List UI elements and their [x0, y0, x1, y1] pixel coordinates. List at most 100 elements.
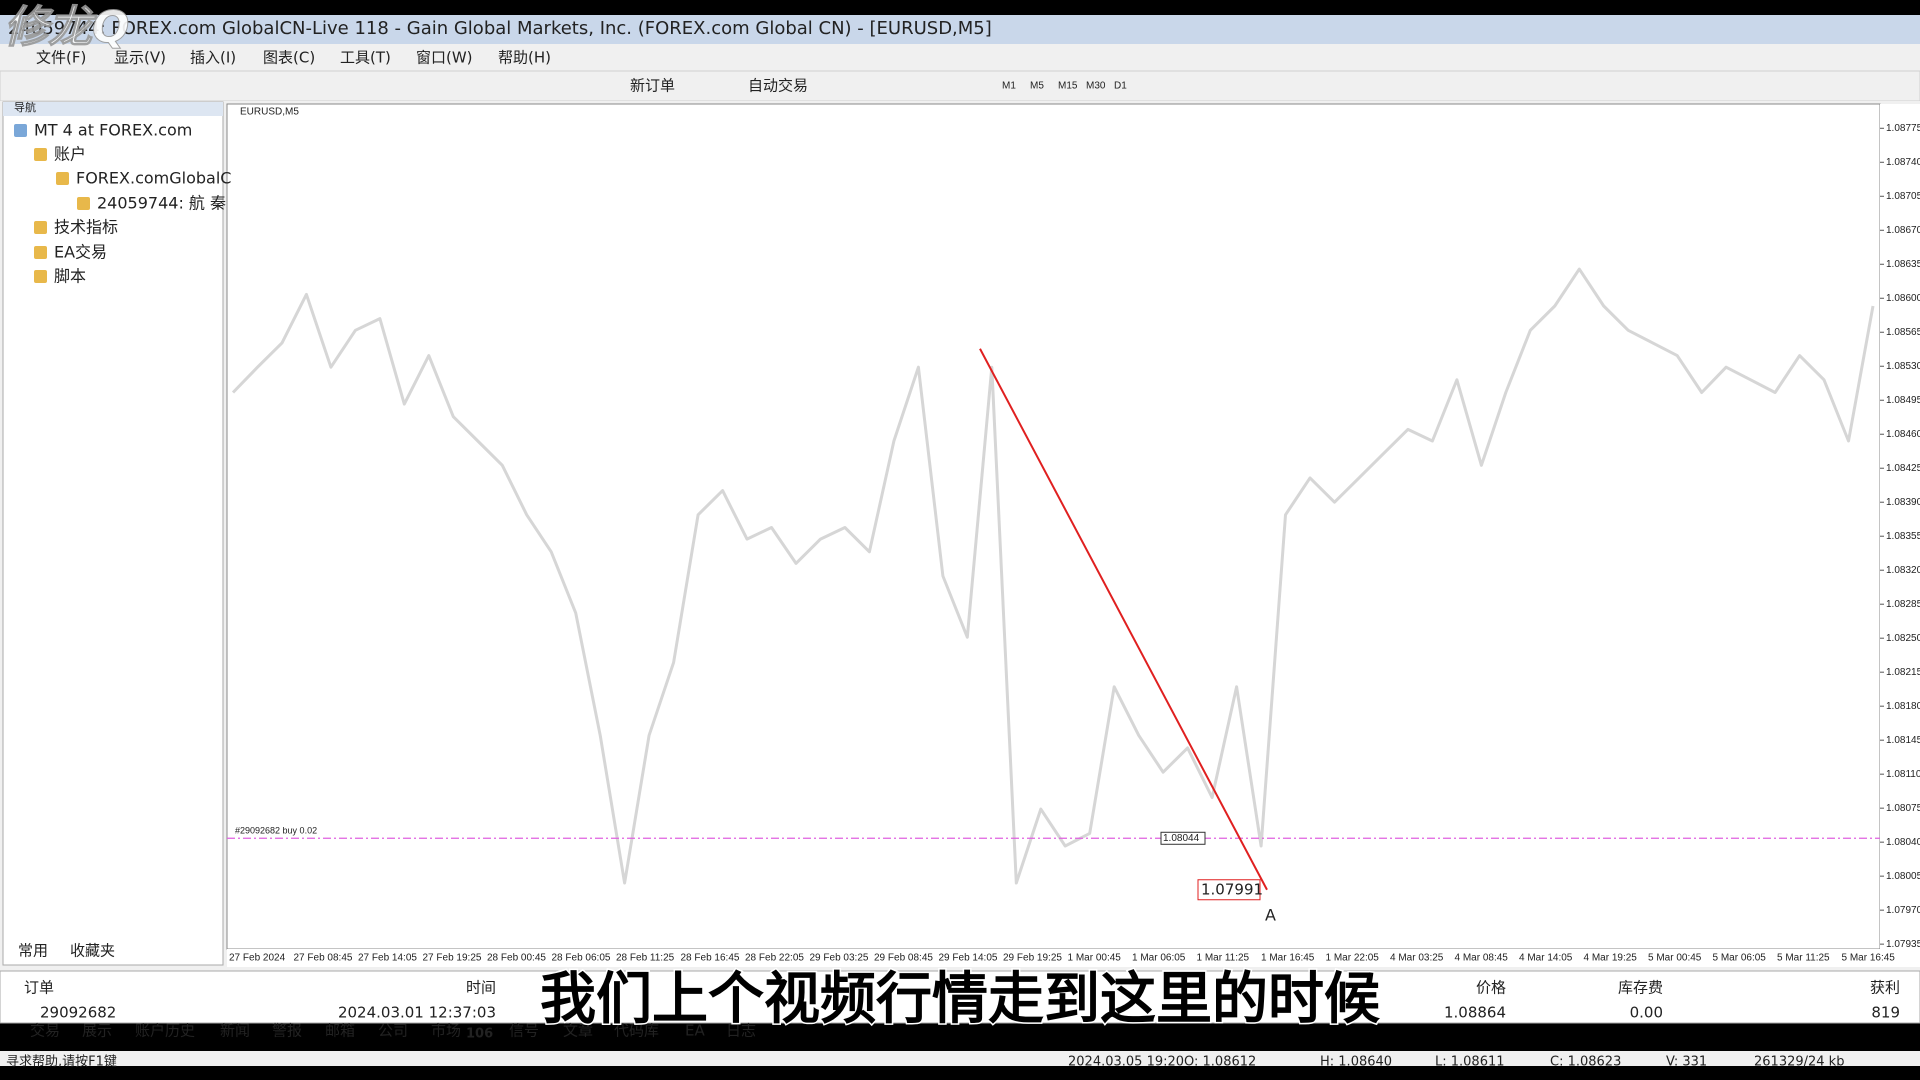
x-tick-label: 28 Feb 22:05 — [745, 953, 804, 964]
x-tick-label: 28 Feb 00:45 — [487, 953, 546, 964]
watermark: 修龙Q — [4, 2, 129, 53]
status-bar — [0, 1051, 1920, 1066]
menu-bar — [0, 44, 1920, 71]
order-price-label: 1.08044 — [1163, 833, 1200, 844]
status-item: 261329/24 kb — [1754, 1055, 1844, 1070]
timeframe-button[interactable]: M15 — [1058, 81, 1078, 92]
x-tick-label: 1 Mar 16:45 — [1261, 953, 1315, 964]
y-tick-label: 1.07970 — [1886, 905, 1920, 916]
order-price-box — [1160, 831, 1206, 845]
tree-item[interactable]: MT 4 at FOREX.com — [34, 121, 192, 140]
menu-item[interactable]: 插入(I) — [190, 49, 236, 67]
tree-item[interactable]: 账户 — [54, 145, 86, 164]
subtitle: 我们上个视频行情走到这里的时候 — [540, 967, 1380, 1032]
y-tick-label: 1.08320 — [1886, 565, 1920, 576]
y-tick-label: 1.08390 — [1886, 497, 1920, 508]
terminal-tab[interactable]: 日志 — [726, 1022, 756, 1040]
terminal-tab[interactable]: 新闻 — [220, 1022, 250, 1040]
cell: 2024.03.01 12:37:03 — [338, 1004, 496, 1022]
trendline-price: 1.07991 — [1201, 880, 1263, 898]
x-tick-label: 28 Feb 11:25 — [616, 953, 675, 964]
tree-item[interactable]: 24059744: 航 秦 — [97, 194, 226, 213]
tree-item[interactable]: FOREX.comGlobalC — [76, 169, 231, 188]
time-axis — [227, 949, 1920, 967]
market-badge: 106 — [466, 1027, 493, 1042]
terminal-tab[interactable]: 账户历史 — [135, 1022, 195, 1040]
terminal-tab[interactable]: 交易 — [30, 1022, 60, 1040]
menu-item[interactable]: 显示(V) — [114, 49, 166, 67]
x-tick-label: 1 Mar 11:25 — [1197, 953, 1250, 964]
x-tick-label: 29 Feb 19:25 — [1003, 953, 1062, 964]
y-tick-label: 1.08005 — [1886, 871, 1920, 882]
terminal-tab[interactable]: 市场 — [431, 1022, 461, 1040]
column-header: 库存费 — [1618, 979, 1663, 997]
tree-item[interactable]: 脚本 — [54, 267, 86, 286]
x-tick-label: 27 Feb 19:25 — [423, 953, 482, 964]
menu-item[interactable]: 工具(T) — [340, 49, 391, 67]
terminal-tab[interactable]: EA — [685, 1022, 705, 1040]
y-tick-label: 1.08145 — [1886, 735, 1920, 746]
auto-trading-button[interactable]: 自动交易 — [748, 77, 808, 95]
x-tick-label: 28 Feb 06:05 — [552, 953, 611, 964]
x-tick-label: 4 Mar 03:25 — [1390, 953, 1444, 964]
terminal-tab[interactable]: 警报 — [272, 1022, 302, 1040]
y-tick-label: 1.08635 — [1886, 259, 1920, 270]
x-tick-label: 1 Mar 00:45 — [1068, 953, 1122, 964]
terminal-tab[interactable]: 邮箱 — [325, 1022, 355, 1040]
y-tick-label: 1.08215 — [1886, 667, 1920, 678]
y-tick-label: 1.08530 — [1886, 361, 1920, 372]
tree-icon — [56, 172, 69, 185]
menu-item[interactable]: 帮助(H) — [498, 49, 551, 67]
cell: 0.00 — [1630, 1004, 1663, 1022]
x-tick-label: 4 Mar 08:45 — [1455, 953, 1509, 964]
terminal-tab[interactable]: 展示 — [82, 1022, 112, 1040]
trendline — [979, 348, 1268, 891]
menu-item[interactable]: 文件(F) — [36, 49, 86, 67]
timeframe-button[interactable]: M1 — [1002, 81, 1016, 92]
terminal-tab[interactable]: 代码库 — [614, 1022, 659, 1040]
terminal-tab[interactable]: 公司 — [378, 1022, 408, 1040]
x-tick-label: 4 Mar 19:25 — [1584, 953, 1638, 964]
terminal — [0, 970, 1920, 1024]
x-tick-label: 27 Feb 2024 — [229, 953, 286, 964]
tree-icon — [34, 148, 47, 161]
status-item: V: 331 — [1666, 1055, 1707, 1070]
tree-icon — [34, 246, 47, 259]
timeframe-button[interactable]: D1 — [1114, 81, 1127, 92]
navigator-title: 导航 — [14, 100, 36, 114]
timeframe-button[interactable]: M30 — [1086, 81, 1106, 92]
x-tick-label: 29 Feb 03:25 — [810, 953, 869, 964]
new-order-button[interactable]: 新订单 — [630, 77, 675, 95]
x-tick-label: 5 Mar 06:05 — [1713, 953, 1767, 964]
y-tick-label: 1.08460 — [1886, 429, 1920, 440]
menu-item[interactable]: 窗口(W) — [416, 49, 473, 67]
terminal-tab[interactable]: 信号 — [509, 1022, 539, 1040]
timeframe-button[interactable]: M5 — [1030, 81, 1044, 92]
status-item: L: 1.08611 — [1435, 1055, 1505, 1070]
navigator-tab[interactable]: 收藏夹 — [70, 942, 115, 960]
status-item: 寻求帮助,请按F1键 — [6, 1055, 117, 1070]
x-tick-label: 27 Feb 08:45 — [294, 953, 353, 964]
x-tick-label: 29 Feb 14:05 — [939, 953, 998, 964]
tree-item[interactable]: EA交易 — [54, 243, 107, 262]
cell: 819 — [1871, 1004, 1900, 1022]
y-tick-label: 1.08670 — [1886, 225, 1920, 236]
navigator-tab[interactable]: 常用 — [18, 942, 48, 960]
terminal-tab[interactable]: 文章 — [563, 1022, 593, 1040]
menu-item[interactable]: 图表(C) — [263, 49, 315, 67]
order-label: #29092682 buy 0.02 — [235, 826, 317, 836]
tree-icon — [34, 270, 47, 283]
price-line — [231, 267, 1875, 885]
cell: 29092682 — [40, 1004, 116, 1022]
tree-item[interactable]: 技术指标 — [54, 218, 118, 237]
column-header: 时间 — [466, 979, 496, 997]
y-tick-label: 1.08705 — [1886, 191, 1920, 202]
y-tick-label: 1.08740 — [1886, 157, 1920, 168]
x-tick-label: 4 Mar 14:05 — [1519, 953, 1573, 964]
x-tick-label: 5 Mar 16:45 — [1842, 953, 1896, 964]
y-tick-label: 1.07935 — [1886, 939, 1920, 950]
column-header: 订单 — [24, 979, 54, 997]
x-tick-label: 28 Feb 16:45 — [681, 953, 740, 964]
